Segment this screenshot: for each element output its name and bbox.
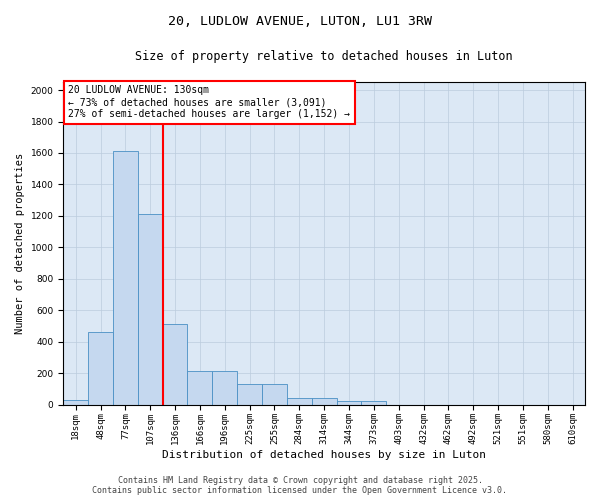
X-axis label: Distribution of detached houses by size in Luton: Distribution of detached houses by size … xyxy=(162,450,486,460)
Bar xyxy=(361,402,386,404)
Y-axis label: Number of detached properties: Number of detached properties xyxy=(15,153,25,334)
Title: Size of property relative to detached houses in Luton: Size of property relative to detached ho… xyxy=(136,50,513,63)
Text: Contains HM Land Registry data © Crown copyright and database right 2025.
Contai: Contains HM Land Registry data © Crown c… xyxy=(92,476,508,495)
Bar xyxy=(287,398,312,404)
Bar xyxy=(138,214,163,404)
Bar xyxy=(63,400,88,404)
Bar xyxy=(262,384,287,404)
Bar xyxy=(113,152,138,404)
Bar xyxy=(337,402,361,404)
Text: 20 LUDLOW AVENUE: 130sqm
← 73% of detached houses are smaller (3,091)
27% of sem: 20 LUDLOW AVENUE: 130sqm ← 73% of detach… xyxy=(68,86,350,118)
Bar xyxy=(237,384,262,404)
Bar xyxy=(163,324,187,404)
Bar xyxy=(187,370,212,404)
Bar xyxy=(88,332,113,404)
Bar xyxy=(212,370,237,404)
Bar xyxy=(312,398,337,404)
Text: 20, LUDLOW AVENUE, LUTON, LU1 3RW: 20, LUDLOW AVENUE, LUTON, LU1 3RW xyxy=(168,15,432,28)
